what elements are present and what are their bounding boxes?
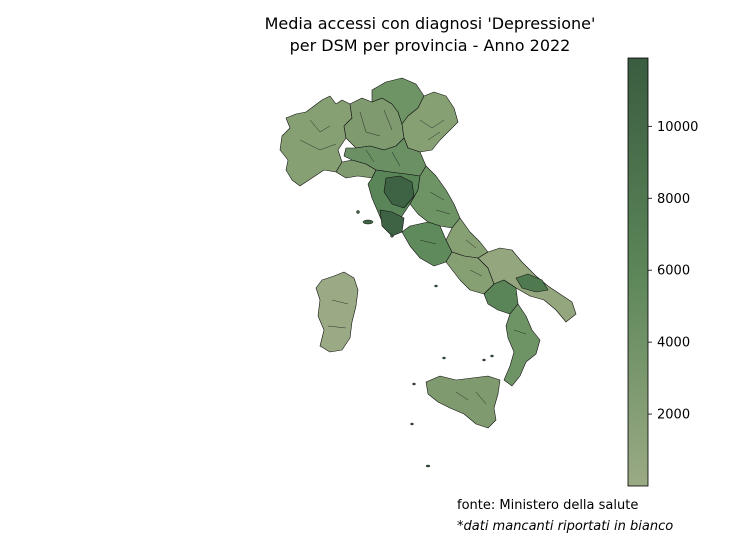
- region-sardegna: [315, 271, 359, 353]
- colorbar-tick-label: 10000: [657, 120, 698, 135]
- map-title-line-2: per DSM per provincia - Anno 2022: [289, 36, 571, 55]
- small-islands: [356, 210, 494, 468]
- region-bari: [515, 273, 549, 293]
- colorbar: 2000 4000 6000 8000 10000: [627, 57, 698, 487]
- region-calabria: [503, 303, 541, 387]
- missing-data-note: *dati mancanti riportati in bianco: [457, 519, 674, 534]
- province-borders: [299, 109, 527, 405]
- source-text: fonte: Ministero della salute: [457, 498, 639, 513]
- region-lazio: [401, 221, 453, 267]
- region-northeast: [401, 91, 459, 153]
- colorbar-gradient: [627, 57, 649, 487]
- colorbar-ticks: 2000 4000 6000 8000 10000: [648, 120, 698, 423]
- colorbar-tick-label: 8000: [657, 192, 690, 207]
- map-title-line-1: Media accessi con diagnosi 'Depressione': [264, 14, 596, 33]
- region-firenze: [383, 175, 415, 209]
- colorbar-tick-label: 4000: [657, 336, 690, 351]
- colorbar-tick-label: 2000: [657, 408, 690, 423]
- colorbar-tick-label: 6000: [657, 264, 690, 279]
- region-sicilia: [425, 375, 501, 429]
